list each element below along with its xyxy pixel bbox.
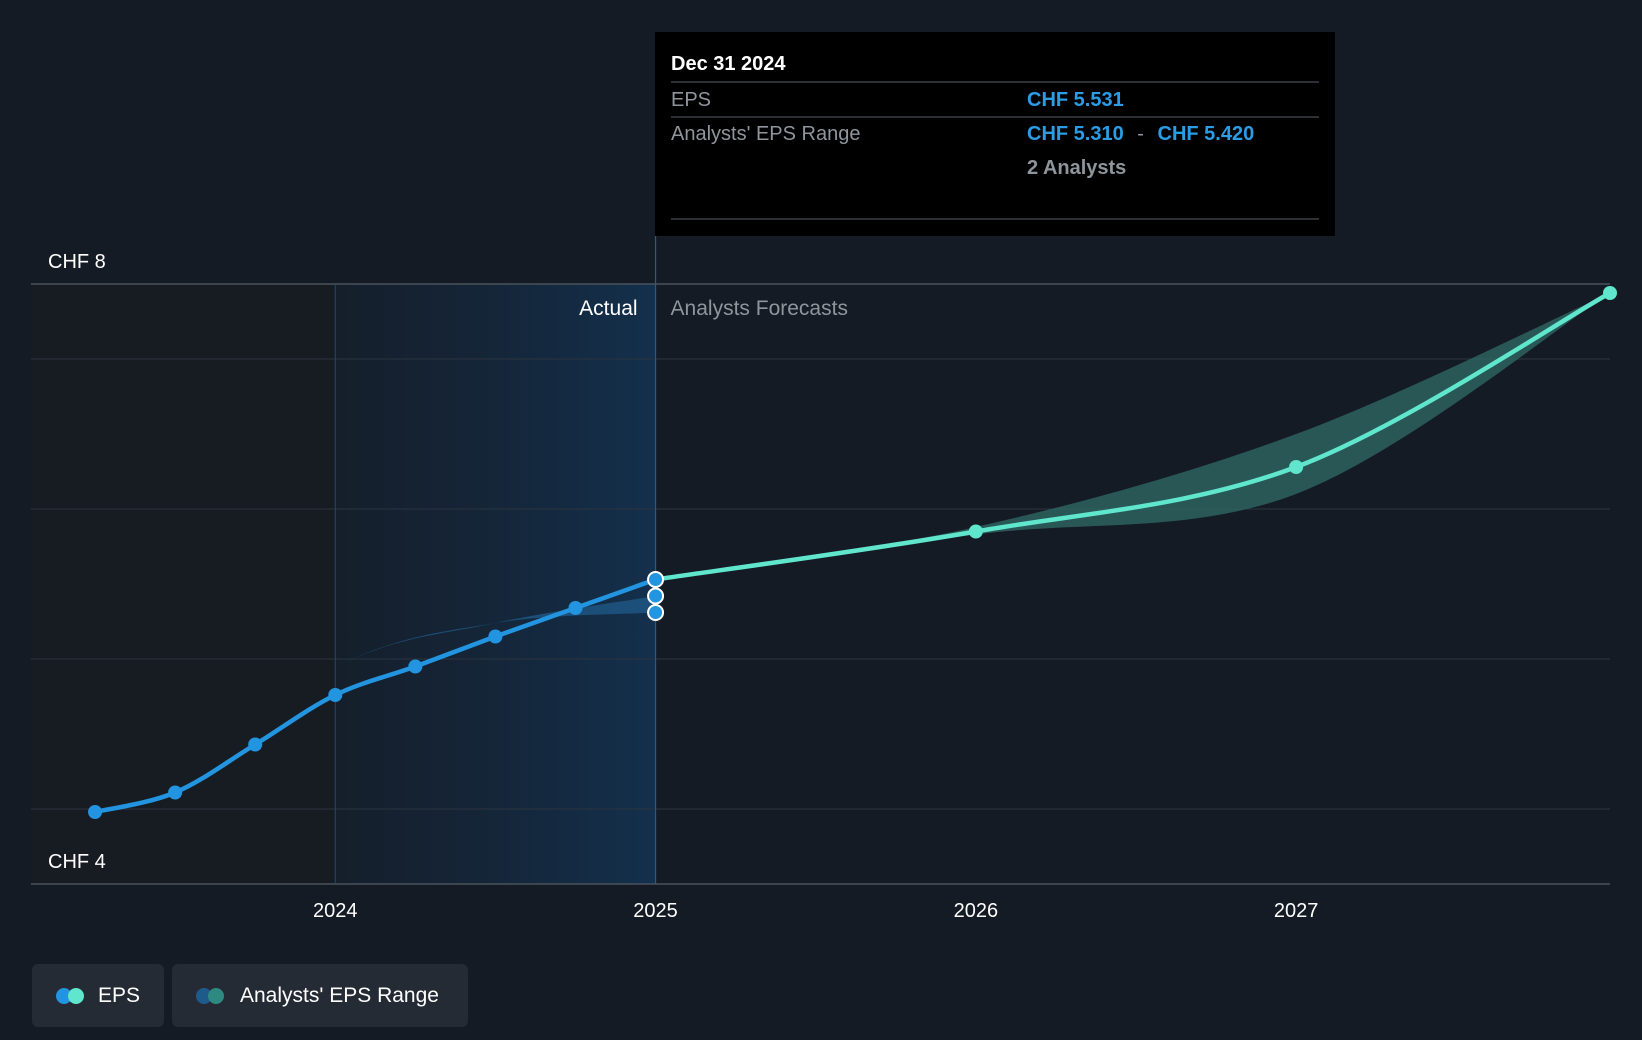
eps-forecast-point <box>1603 286 1617 300</box>
pre-actual-shade <box>31 284 337 884</box>
eps-actual-point <box>248 737 263 752</box>
tooltip-eps-value: CHF 5.531 <box>1027 89 1124 111</box>
eps-forecast-line <box>653 290 1613 582</box>
legend-range-label: Analysts' EPS Range <box>240 983 439 1007</box>
x-tick-label: 2024 <box>313 900 358 922</box>
tooltip-range-value: CHF 5.310 - CHF 5.420 <box>1027 123 1254 145</box>
eps-legend-icon <box>56 987 84 1004</box>
tooltip-box <box>655 32 1335 236</box>
x-tick-label: 2026 <box>954 900 999 922</box>
eps-forecast-point <box>968 524 983 539</box>
range-legend-icon <box>196 987 226 1004</box>
tooltip-marker <box>647 604 665 621</box>
y-axis-label: CHF 8 <box>48 251 106 273</box>
tooltip-analysts-count: 2 Analysts <box>1027 157 1126 179</box>
eps-actual-line <box>92 577 658 815</box>
legend-analysts-range[interactable]: Analysts' EPS Range <box>172 964 468 1027</box>
legend-eps-label: EPS <box>97 983 140 1007</box>
actual-section-label: Actual <box>579 297 637 320</box>
eps-actual-point <box>328 688 343 702</box>
actual-region <box>335 284 656 884</box>
tooltip-eps-label: EPS <box>671 89 711 111</box>
eps-actual-point <box>568 601 583 615</box>
tooltip-marker <box>647 587 665 605</box>
eps-lines <box>92 290 1613 815</box>
forecast-section-label: Analysts Forecasts <box>671 297 848 320</box>
legend-eps[interactable]: EPS <box>32 964 164 1027</box>
eps-actual-point <box>168 785 183 800</box>
eps-forecast-point <box>1289 460 1304 474</box>
axis-labels: CHF 8 CHF 4 2024 2025 2026 2027 Actual Analysts… <box>48 251 1318 922</box>
x-tick-label: 2027 <box>1274 900 1319 922</box>
tooltip-range-label: Analysts' EPS Range <box>671 123 860 145</box>
eps-actual-point <box>88 805 103 819</box>
x-tick-label: 2025 <box>633 900 678 922</box>
tooltip-range-sep: - <box>1137 123 1144 145</box>
tooltip-marker <box>647 571 665 588</box>
range-band-forecast <box>655 293 1610 580</box>
eps-actual-point <box>408 659 423 674</box>
tooltip-range-low: CHF 5.310 <box>1027 123 1124 145</box>
tooltip-range-high: CHF 5.420 <box>1158 123 1255 145</box>
tooltip-date: Dec 31 2024 <box>671 53 786 75</box>
range-band <box>95 293 1610 812</box>
y-axis-label: CHF 4 <box>48 851 106 873</box>
tooltip: Dec 31 2024 EPS CHF 5.531 Analysts' EPS … <box>655 32 1335 236</box>
grid-lines <box>31 236 1610 885</box>
eps-actual-point <box>488 629 503 644</box>
eps-markers <box>88 286 1617 819</box>
